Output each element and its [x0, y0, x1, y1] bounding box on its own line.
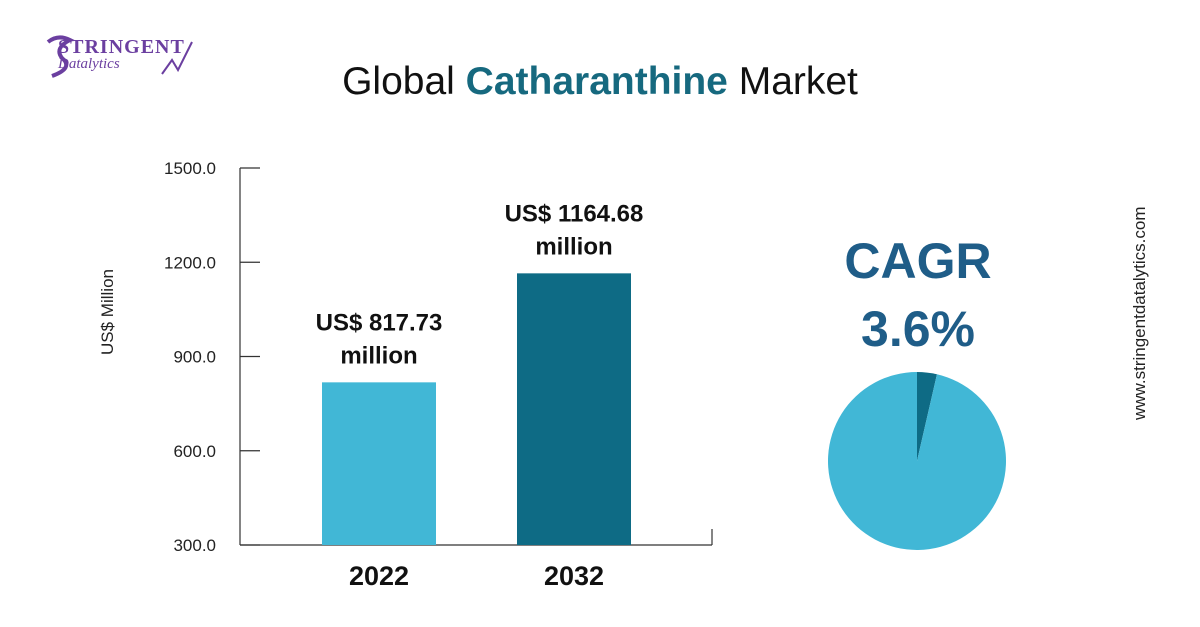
- title-highlight: Catharanthine: [465, 60, 728, 103]
- brand-logo: STRINGENT Datalytics: [44, 32, 204, 82]
- y-axis-label: US$ Million: [98, 269, 117, 355]
- bar-value-label: US$ 1164.68: [505, 200, 644, 227]
- bar-value-unit-label: million: [535, 233, 612, 260]
- cagr-label: CAGR: [844, 233, 992, 289]
- brand-name-top: STRINGENT: [58, 36, 185, 58]
- website-url: www.stringentdatalytics.com: [1130, 206, 1149, 420]
- y-tick-label: 1200.0: [164, 253, 216, 272]
- y-tick-label: 900.0: [173, 348, 216, 367]
- y-tick-label: 300.0: [173, 536, 216, 555]
- bar-value-label: US$ 817.73: [316, 309, 443, 336]
- title-suffix: Market: [738, 60, 858, 103]
- page-title: Global Catharanthine Market: [0, 60, 1200, 104]
- y-tick-label: 600.0: [173, 442, 216, 461]
- title-prefix: Global: [342, 60, 455, 103]
- logo-swoosh-icon: [46, 35, 193, 78]
- bar-2032: [517, 273, 631, 545]
- pie-slice-2: [828, 372, 1006, 551]
- y-tick-label: 1500.0: [164, 159, 216, 178]
- cagr-value: 3.6%: [861, 301, 975, 357]
- bar-value-unit-label: million: [340, 342, 417, 369]
- x-category-label: 2022: [349, 561, 409, 591]
- pie-slice-1: [917, 372, 937, 461]
- brand-name-bottom: Datalytics: [58, 56, 120, 72]
- bar-2022: [322, 382, 436, 545]
- x-category-label: 2032: [544, 561, 604, 591]
